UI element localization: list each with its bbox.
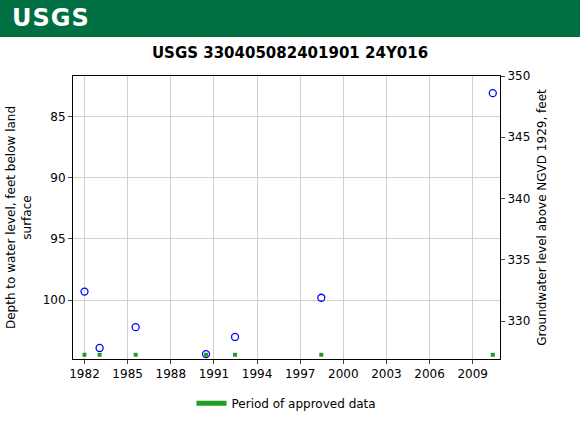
svg-text:335: 335 bbox=[507, 253, 530, 267]
svg-text:95: 95 bbox=[50, 232, 65, 246]
svg-text:90: 90 bbox=[50, 171, 65, 185]
svg-text:345: 345 bbox=[507, 130, 530, 144]
svg-text:2000: 2000 bbox=[328, 367, 359, 381]
svg-text:1997: 1997 bbox=[285, 367, 316, 381]
svg-text:85: 85 bbox=[50, 110, 65, 124]
svg-text:1982: 1982 bbox=[69, 367, 100, 381]
html-text:USGS: USGS bbox=[12, 4, 90, 32]
svg-text:340: 340 bbox=[507, 192, 530, 206]
svg-text:1985: 1985 bbox=[112, 367, 143, 381]
svg-text:1994: 1994 bbox=[242, 367, 273, 381]
svg-text:350: 350 bbox=[507, 69, 530, 83]
svg-text:100: 100 bbox=[43, 293, 66, 307]
svg-text:USGS 330405082401901 24Y016: USGS 330405082401901 24Y016 bbox=[152, 44, 428, 62]
svg-text:Groundwater level above NGVD 1: Groundwater level above NGVD 1929, feet bbox=[535, 89, 549, 346]
svg-text:2003: 2003 bbox=[371, 367, 402, 381]
svg-text:330: 330 bbox=[507, 314, 530, 328]
svg-text:Period of approved data: Period of approved data bbox=[232, 397, 376, 411]
svg-text:Depth to water level, feet bel: Depth to water level, feet below landsur… bbox=[4, 106, 34, 329]
svg-text:2006: 2006 bbox=[414, 367, 445, 381]
svg-text:1988: 1988 bbox=[155, 367, 186, 381]
svg-text:1991: 1991 bbox=[199, 367, 230, 381]
svg-text:2009: 2009 bbox=[457, 367, 488, 381]
